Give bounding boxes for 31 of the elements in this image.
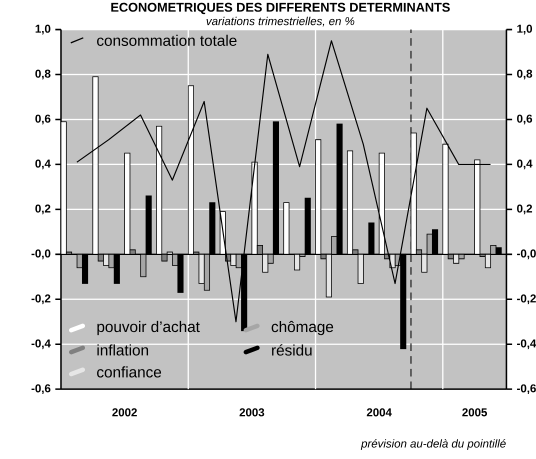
- x-tick-label: 2002: [112, 408, 137, 416]
- y2-tick-label: 1,0: [517, 24, 532, 35]
- y2-tick-label: 0,2: [517, 204, 532, 214]
- y-tick-label: 0,2: [35, 204, 50, 214]
- text: prévision au-delà du pointillé: [360, 439, 506, 450]
- x-tick-label: 2003: [240, 408, 264, 416]
- y2-tick-label: 0,8: [517, 70, 532, 80]
- legend-label: chômage: [272, 320, 334, 336]
- x-tick-label: 2004: [366, 408, 392, 416]
- y-tick-label: -0,6: [32, 384, 50, 394]
- y2-tick-label: -0,4: [517, 339, 536, 350]
- y-tick-label: 0,6: [35, 114, 50, 124]
- y-tick-label: -0,0: [32, 250, 50, 260]
- y-tick-label: 0,4: [35, 160, 51, 170]
- legend-label: confiance: [97, 366, 162, 378]
- y2-tick-label: -0,6: [517, 384, 536, 394]
- y-tick-label: 1,0: [36, 24, 50, 35]
- y2-tick-label: -0,2: [517, 294, 536, 304]
- legend-label: résidu: [272, 344, 312, 356]
- legend-label: inflation: [97, 344, 148, 356]
- chart-subtitle: variations trimestrielles, en %: [206, 16, 354, 27]
- y-tick-label: 0,8: [35, 70, 50, 80]
- y-tick-label: -0,2: [32, 294, 50, 304]
- y2-tick-label: 0,4: [517, 160, 532, 170]
- x-tick-label: 2005: [462, 408, 488, 416]
- legend-label: consommation totale: [97, 34, 237, 46]
- legend-label: pouvoir d’achat: [97, 321, 200, 336]
- y-tick-label: -0,4: [32, 339, 51, 350]
- chart-title: ECONOMETRIQUES DES DIFFERENTS DETERMINANTS: [111, 2, 450, 14]
- y2-tick-label: 0,6: [517, 114, 532, 124]
- y2-tick-label: -0,0: [517, 250, 536, 260]
